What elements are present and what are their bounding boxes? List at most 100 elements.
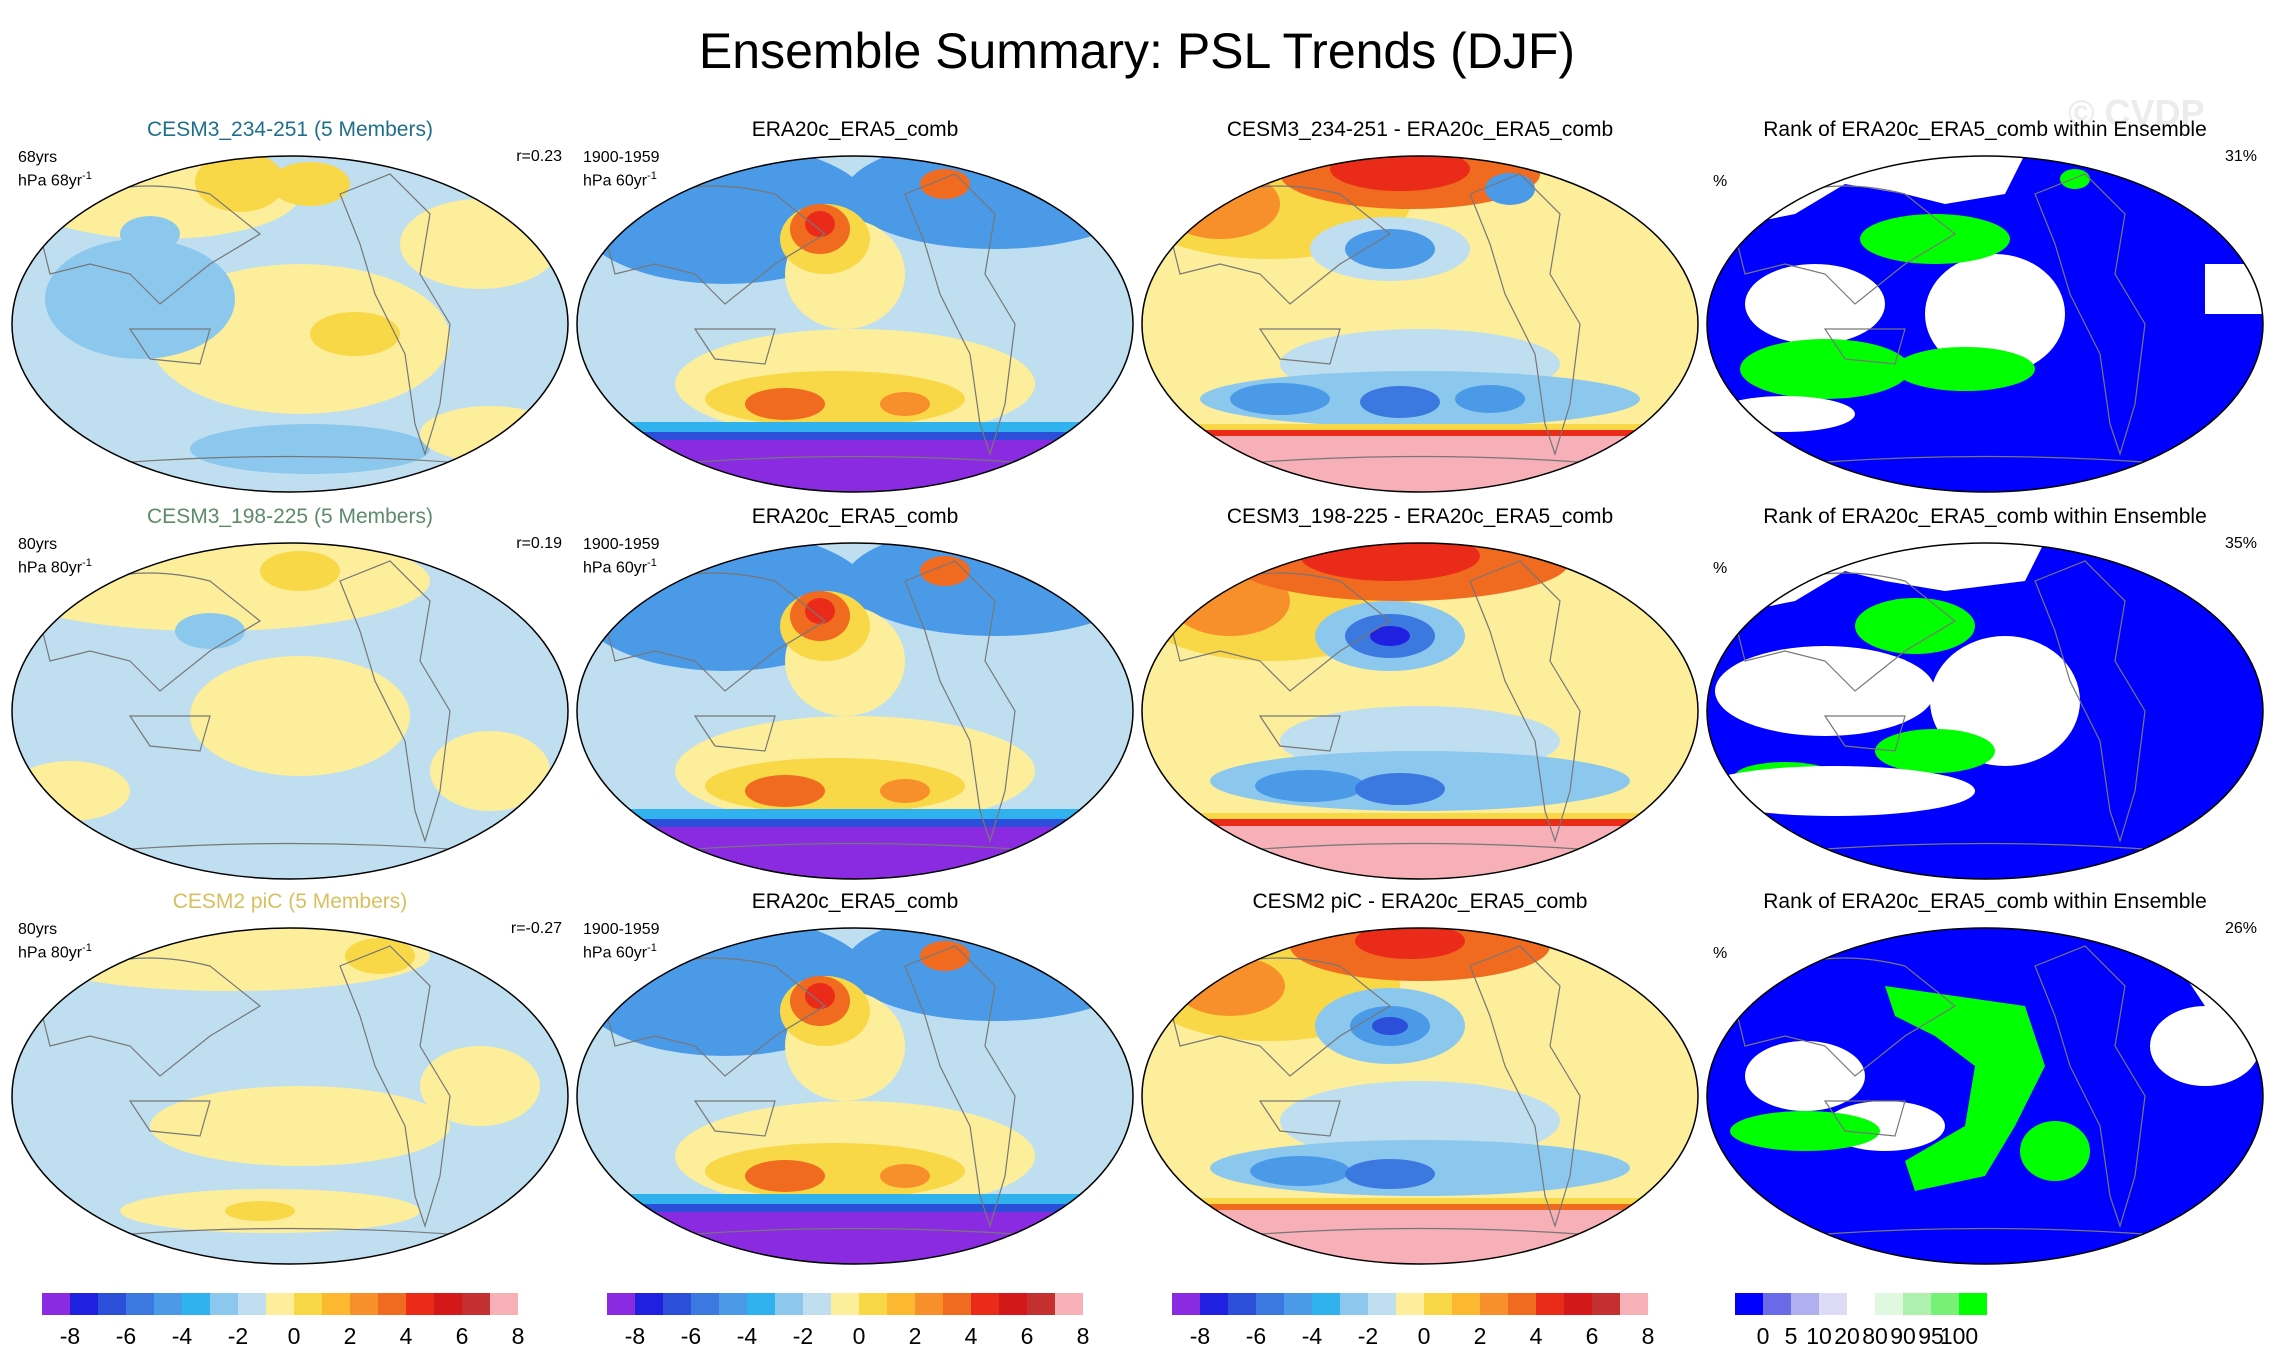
colorbar-swatch <box>1256 1293 1284 1315</box>
coastline <box>128 328 211 365</box>
map-observed-row2 <box>576 542 1134 880</box>
period-range: 1900-1959 <box>583 921 660 938</box>
panel-title: CESM3_234-251 - ERA20c_ERA5_comb <box>1226 118 1614 141</box>
map-ensemble-row3 <box>11 927 569 1265</box>
map-border <box>11 542 569 880</box>
map-difference-row2 <box>1141 542 1699 880</box>
colorbar-swatch <box>747 1293 775 1315</box>
map-border <box>1141 542 1699 880</box>
colorbar-tick-label: -8 <box>1189 1323 1211 1349</box>
colorbar-tick-label: -4 <box>1301 1323 1323 1349</box>
colorbar-swatch <box>490 1293 518 1315</box>
field-patch <box>1345 229 1435 269</box>
map-border <box>576 927 1134 1265</box>
colorbar-tick-label: 0 <box>1756 1323 1770 1349</box>
field-patch <box>420 1046 540 1126</box>
field-band <box>577 440 1133 492</box>
units-exponent: -1 <box>82 557 92 569</box>
colorbar-tick-label: -6 <box>115 1323 137 1349</box>
panel-title: Rank of ERA20c_ERA5_comb within Ensemble <box>1763 890 2207 913</box>
colorbar-swatch <box>1340 1293 1368 1315</box>
map-border <box>1706 927 2264 1265</box>
colorbar-swatch <box>378 1293 406 1315</box>
colorbar-swatch <box>42 1293 70 1315</box>
coastline <box>693 328 776 365</box>
panel-observed-row3: ERA20c_ERA5_comb 1900-1959 hPa 60yr-1 <box>575 890 1135 1282</box>
panel-ensemble-row3: CESM2 piC (5 Members) 80yrs hPa 80yr-1 r… <box>10 890 570 1282</box>
colorbar-swatch <box>1284 1293 1312 1315</box>
map-border <box>576 542 1134 880</box>
field-patch <box>1360 386 1440 418</box>
coastline <box>904 945 1016 1228</box>
colorbar-swatch <box>1480 1293 1508 1315</box>
field-band <box>577 1204 1133 1212</box>
map-rank-row1 <box>1706 155 2264 493</box>
colorbar-swatch <box>1312 1293 1340 1315</box>
field-band <box>577 819 1133 827</box>
field-patch <box>920 556 970 586</box>
map-ensemble-row2 <box>11 542 569 880</box>
field-band <box>1142 436 1698 492</box>
units-text: hPa 60yr <box>583 559 648 577</box>
units-label: hPa 80yr-1 <box>18 939 92 962</box>
field-patch <box>1855 598 1975 654</box>
coastline <box>2034 560 2146 843</box>
coastline <box>1823 1100 1906 1137</box>
map-observed-row3 <box>576 927 1134 1265</box>
colorbar-tick-label: 8 <box>511 1323 525 1349</box>
coastline <box>1823 715 1906 752</box>
pattern-correlation: r=-0.27 <box>510 920 562 937</box>
panel-observed-row1: ERA20c_ERA5_comb 1900-1959 hPa 60yr-1 <box>575 118 1135 510</box>
units-exponent: -1 <box>82 942 92 954</box>
field-patch <box>805 598 835 624</box>
colorbar-swatch <box>294 1293 322 1315</box>
field-patch <box>1740 339 1910 399</box>
map-border <box>576 155 1134 493</box>
period-years: 80yrs <box>18 921 58 938</box>
pattern-correlation: r=0.23 <box>516 148 562 165</box>
colorbar-swatch <box>999 1293 1027 1315</box>
left-annotation: 1900-1959 hPa 60yr-1 <box>583 920 660 962</box>
field-patch <box>1355 773 1445 805</box>
field-patch <box>1250 1156 1350 1186</box>
colorbar-tick-label: 20 <box>1834 1323 1860 1349</box>
units-label: hPa 80yr-1 <box>18 554 92 577</box>
colorbar-tick-label: 4 <box>964 1323 978 1349</box>
map-border <box>1141 155 1699 493</box>
colorbar-tick-label: 0 <box>852 1323 866 1349</box>
colorbar-swatch <box>859 1293 887 1315</box>
colorbar-tick-label: -6 <box>1245 1323 1267 1349</box>
field-patch <box>1370 626 1410 646</box>
colorbar-swatch <box>182 1293 210 1315</box>
map-border <box>11 155 569 493</box>
colorbar-swatch <box>1027 1293 1055 1315</box>
field-patch <box>1730 1111 1880 1151</box>
left-annotation: 80yrs hPa 80yr-1 <box>18 535 92 577</box>
field-band <box>577 827 1133 879</box>
panel-difference-row2: CESM3_198-225 - ERA20c_ERA5_comb <box>1140 505 1700 897</box>
panel-title: Rank of ERA20c_ERA5_comb within Ensemble <box>1763 118 2207 141</box>
colorbar-tick-label: 5 <box>1784 1323 1798 1349</box>
pattern-correlation: r=0.19 <box>516 535 562 552</box>
field-patch <box>420 406 560 462</box>
colorbar-swatch <box>1564 1293 1592 1315</box>
units-exponent: -1 <box>647 557 657 569</box>
colorbar-swatch <box>1931 1293 1959 1315</box>
field-patch <box>1707 766 1975 816</box>
coastline <box>1258 1100 1341 1137</box>
field-band <box>1142 1198 1698 1204</box>
field-patch <box>1160 169 1280 239</box>
colorbar-tick-label: 6 <box>1585 1323 1599 1349</box>
left-annotation: 80yrs hPa 80yr-1 <box>18 920 92 962</box>
units-exponent: -1 <box>82 170 92 182</box>
map-difference-row3 <box>1141 927 1699 1265</box>
panel-ensemble-row1: CESM3_234-251 (5 Members) 68yrs hPa 68yr… <box>10 118 570 510</box>
colorbar-tick-label: 2 <box>1473 1323 1487 1349</box>
field-band <box>1142 424 1698 430</box>
colorbar-tick-label: -2 <box>1357 1323 1379 1349</box>
colorbar-swatch <box>775 1293 803 1315</box>
field-patch <box>270 162 350 206</box>
colorbar-swatch <box>98 1293 126 1315</box>
colorbar-tick-label: 4 <box>1529 1323 1543 1349</box>
period-years: 80yrs <box>18 536 58 553</box>
